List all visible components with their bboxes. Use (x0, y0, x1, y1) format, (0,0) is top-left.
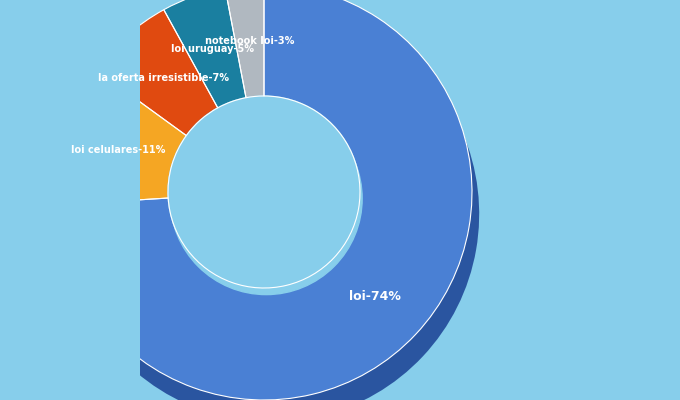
Text: notebook loi-3%: notebook loi-3% (205, 36, 294, 46)
Wedge shape (64, 6, 479, 400)
Wedge shape (96, 10, 218, 136)
Wedge shape (233, 6, 271, 120)
Circle shape (175, 118, 367, 310)
Wedge shape (56, 0, 472, 400)
Wedge shape (63, 92, 194, 227)
Text: la oferta irresistible-7%: la oferta irresistible-7% (98, 73, 229, 83)
Text: loi-74%: loi-74% (349, 290, 401, 302)
Wedge shape (164, 0, 246, 108)
Circle shape (170, 102, 362, 294)
Wedge shape (171, 10, 253, 130)
Circle shape (168, 96, 360, 288)
Wedge shape (225, 0, 264, 98)
Text: loi celulares-11%: loi celulares-11% (71, 144, 165, 154)
Text: loi uruguay-5%: loi uruguay-5% (171, 44, 254, 54)
Wedge shape (103, 32, 225, 158)
Wedge shape (56, 70, 186, 205)
